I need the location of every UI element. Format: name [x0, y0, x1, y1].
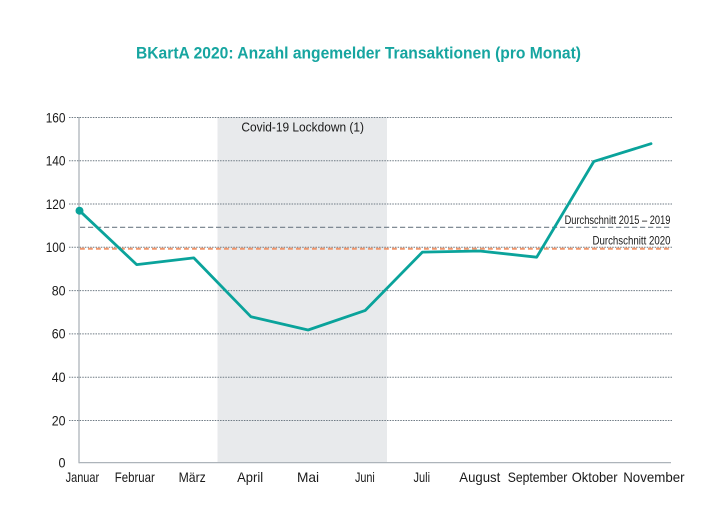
svg-text:Juni: Juni [355, 469, 375, 485]
svg-text:Durchschnitt 2020: Durchschnitt 2020 [593, 233, 671, 247]
svg-text:Juli: Juli [414, 469, 431, 485]
svg-text:0: 0 [59, 454, 66, 470]
svg-text:60: 60 [52, 326, 66, 342]
svg-text:Mai: Mai [297, 469, 319, 485]
svg-text:Covid-19 Lockdown (1): Covid-19 Lockdown (1) [241, 119, 364, 134]
svg-text:20: 20 [52, 412, 66, 428]
svg-text:160: 160 [46, 109, 66, 125]
svg-text:120: 120 [46, 196, 66, 212]
svg-text:80: 80 [52, 282, 66, 298]
svg-text:40: 40 [52, 369, 66, 385]
svg-text:September: September [508, 469, 568, 485]
svg-text:April: April [237, 469, 263, 485]
svg-text:Durchschnitt 2015 – 2019: Durchschnitt 2015 – 2019 [565, 213, 671, 227]
svg-text:100: 100 [46, 239, 66, 255]
svg-text:November: November [623, 469, 685, 485]
svg-text:Januar: Januar [66, 469, 100, 485]
svg-text:BKartA 2020: Anzahl angemelder: BKartA 2020: Anzahl angemelder Transakti… [136, 44, 581, 62]
svg-text:März: März [179, 469, 206, 485]
svg-text:Oktober: Oktober [572, 469, 618, 485]
svg-text:Februar: Februar [115, 469, 155, 485]
svg-text:August: August [459, 469, 500, 485]
svg-text:140: 140 [46, 153, 66, 169]
